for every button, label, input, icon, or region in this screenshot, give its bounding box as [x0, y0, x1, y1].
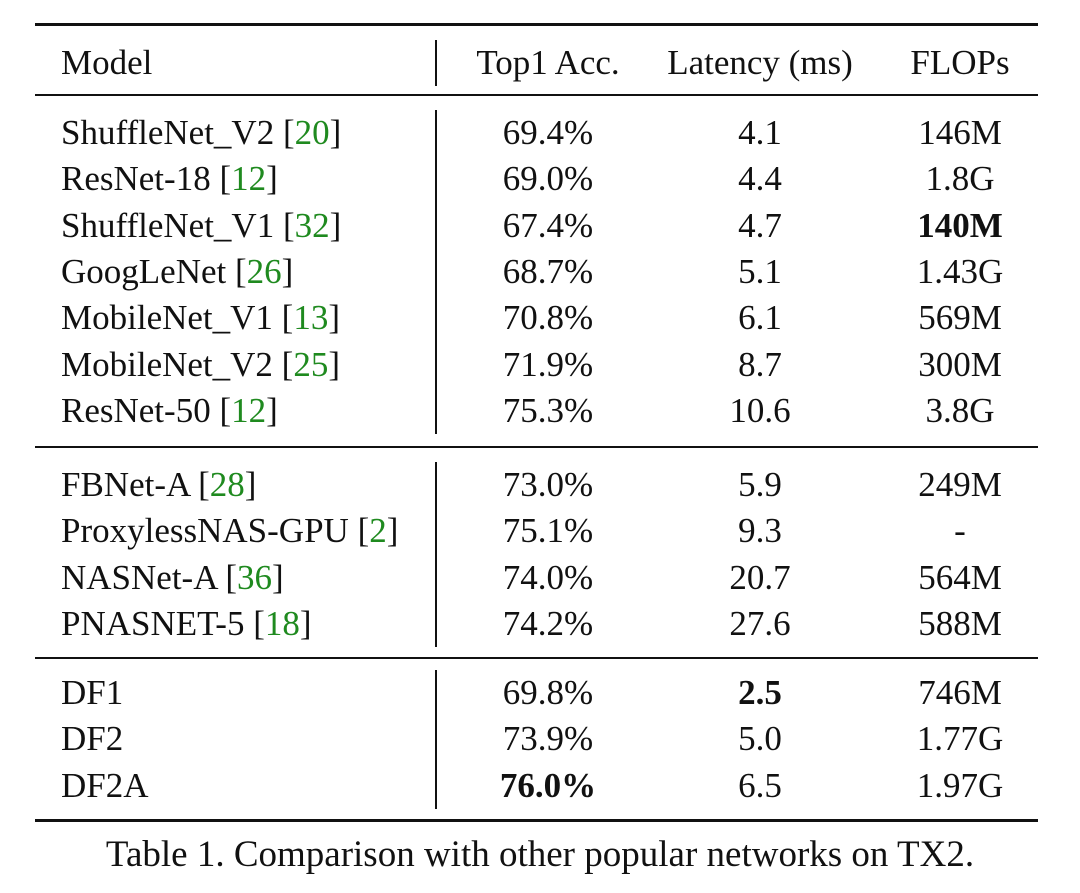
header-latency: Latency (ms) — [667, 43, 853, 82]
cell-flops: 140M — [917, 205, 1003, 245]
cell-latency: 4.7 — [738, 205, 782, 245]
citation-link[interactable]: 2 — [369, 511, 387, 551]
cell-latency: 4.4 — [738, 159, 782, 199]
model-name: ResNet-50 — [61, 390, 211, 430]
cell-model: MobileNet_V2 [25] — [61, 344, 340, 384]
bottom-rule — [35, 819, 1038, 822]
cell-latency: 6.5 — [738, 765, 782, 805]
column-divider-group-2 — [435, 462, 437, 648]
model-name: ProxylessNAS-GPU — [61, 511, 349, 551]
header-rule — [35, 94, 1038, 96]
cell-latency: 4.1 — [738, 113, 782, 152]
cell-model: NASNet-A [36] — [61, 557, 284, 597]
table-caption: Table 1. Comparison with other popular n… — [105, 834, 975, 875]
group-divider-1 — [35, 446, 1038, 448]
cell-model: ShuffleNet_V2 [20] — [61, 113, 342, 152]
cell-top1-acc: 74.2% — [502, 603, 594, 643]
cell-model: DF2A — [61, 763, 149, 809]
citation-link[interactable]: 12 — [231, 159, 267, 199]
cell-flops: 1.43G — [916, 251, 1004, 291]
cell-top1-acc: 73.9% — [502, 719, 594, 759]
column-divider-group-3 — [435, 670, 437, 809]
cell-latency: 2.5 — [738, 673, 782, 712]
model-name: NASNet-A — [61, 557, 217, 597]
cell-flops: 249M — [918, 465, 1002, 504]
cell-model: MobileNet_V1 [13] — [61, 298, 340, 338]
cell-model: ProxylessNAS-GPU [2] — [61, 511, 399, 551]
model-name: ResNet-18 — [61, 159, 211, 199]
header-column-divider — [435, 40, 437, 86]
citation-link[interactable]: 26 — [246, 251, 282, 291]
cell-latency: 9.3 — [738, 511, 782, 551]
cell-latency: 5.0 — [738, 719, 782, 759]
citation-link[interactable]: 28 — [209, 465, 245, 504]
cell-latency: 8.7 — [738, 344, 782, 384]
model-name: FBNet-A — [61, 465, 190, 504]
model-name: GoogLeNet — [61, 251, 227, 291]
cell-top1-acc: 75.1% — [502, 511, 594, 551]
cell-model: ResNet-18 [12] — [61, 159, 278, 199]
cell-top1-acc: 74.0% — [502, 557, 594, 597]
cell-flops: 588M — [918, 603, 1002, 643]
model-name: ShuffleNet_V2 — [61, 113, 275, 152]
column-divider-group-1 — [435, 110, 437, 435]
cell-latency: 5.1 — [738, 251, 782, 291]
cell-flops: 569M — [918, 298, 1002, 338]
cell-latency: 5.9 — [738, 465, 782, 504]
model-name: MobileNet_V2 — [61, 344, 273, 384]
citation-link[interactable]: 20 — [294, 113, 330, 152]
citation-link[interactable]: 12 — [231, 390, 267, 430]
citation-link[interactable]: 25 — [293, 344, 329, 384]
model-name: DF1 — [61, 673, 124, 712]
model-name: DF2 — [61, 719, 124, 759]
cell-top1-acc: 75.3% — [502, 390, 594, 430]
cell-flops: 1.97G — [916, 765, 1004, 805]
cell-flops: 300M — [918, 344, 1002, 384]
citation-link[interactable]: 13 — [293, 298, 329, 338]
cell-flops: 3.8G — [925, 390, 995, 430]
model-name: PNASNET-5 — [61, 603, 245, 643]
cell-model: DF2 — [61, 716, 123, 762]
cell-top1-acc: 76.0% — [499, 765, 597, 805]
cell-flops: 1.77G — [916, 719, 1004, 759]
cell-top1-acc: 73.0% — [502, 465, 594, 504]
cell-top1-acc: 67.4% — [502, 205, 594, 245]
cell-top1-acc: 70.8% — [502, 298, 594, 338]
cell-model: FBNet-A [28] — [61, 465, 257, 504]
cell-flops: 564M — [918, 557, 1002, 597]
cell-latency: 27.6 — [729, 603, 791, 643]
model-name: MobileNet_V1 — [61, 298, 273, 338]
cell-top1-acc: 69.8% — [502, 673, 594, 712]
cell-top1-acc: 71.9% — [502, 344, 594, 384]
header-model: Model — [61, 43, 153, 82]
cell-flops: 146M — [918, 113, 1002, 152]
citation-link[interactable]: 36 — [236, 557, 272, 597]
citation-link[interactable]: 32 — [294, 205, 330, 245]
cell-latency: 10.6 — [729, 390, 791, 430]
cell-flops: 746M — [918, 673, 1002, 712]
cell-flops: 1.8G — [925, 159, 995, 199]
header-flops: FLOPs — [910, 43, 1010, 82]
cell-latency: 20.7 — [729, 557, 791, 597]
citation-link[interactable]: 18 — [264, 603, 300, 643]
cell-flops: - — [954, 511, 966, 551]
cell-model: DF1 — [61, 670, 123, 716]
header-top1-acc: Top1 Acc. — [476, 43, 620, 82]
cell-latency: 6.1 — [738, 298, 782, 338]
cell-top1-acc: 69.0% — [502, 159, 594, 199]
top-rule — [35, 23, 1038, 26]
cell-top1-acc: 68.7% — [502, 251, 594, 291]
cell-model: PNASNET-5 [18] — [61, 603, 312, 643]
cell-model: ResNet-50 [12] — [61, 390, 278, 430]
model-name: DF2A — [61, 765, 149, 805]
group-divider-2 — [35, 657, 1038, 659]
cell-top1-acc: 69.4% — [502, 113, 594, 152]
cell-model: ShuffleNet_V1 [32] — [61, 205, 342, 245]
model-name: ShuffleNet_V1 — [61, 205, 275, 245]
cell-model: GoogLeNet [26] — [61, 251, 294, 291]
